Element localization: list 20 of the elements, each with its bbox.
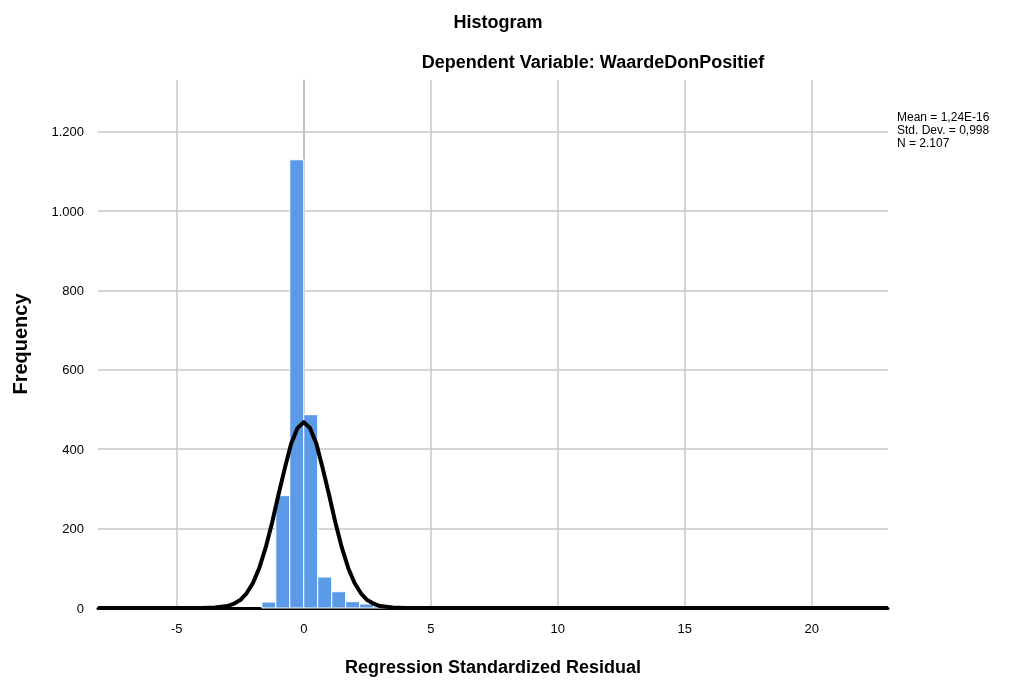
y-tick-label: 800 <box>62 282 84 298</box>
chart-subtitle: Dependent Variable: WaardeDonPositief <box>421 52 766 72</box>
y-tick-label: 200 <box>62 521 84 537</box>
text: Std. Dev. = 0,998 <box>897 122 990 137</box>
y-tick-label: 400 <box>62 441 84 457</box>
x-tick-label: 0 <box>300 621 308 636</box>
x-tick-label: 15 <box>677 621 693 636</box>
y-tick-label: 0 <box>76 600 84 616</box>
y-tick-label: 1.200 <box>51 124 84 140</box>
x-tick-label: -5 <box>170 621 183 636</box>
x-tick-label: 5 <box>427 621 435 636</box>
text: N = 2.107 <box>897 135 950 150</box>
x-tick-label: 10 <box>550 621 566 636</box>
x-tick-label: 20 <box>804 621 820 636</box>
text: Mean = 1,24E-16 <box>897 109 990 124</box>
chart-title: Histogram <box>453 12 543 32</box>
y-axis-title: Frequency <box>9 292 31 395</box>
x-axis-title: Regression Standardized Residual <box>344 657 642 677</box>
y-tick-label: 600 <box>62 362 84 378</box>
y-tick-label: 1.000 <box>51 203 84 219</box>
